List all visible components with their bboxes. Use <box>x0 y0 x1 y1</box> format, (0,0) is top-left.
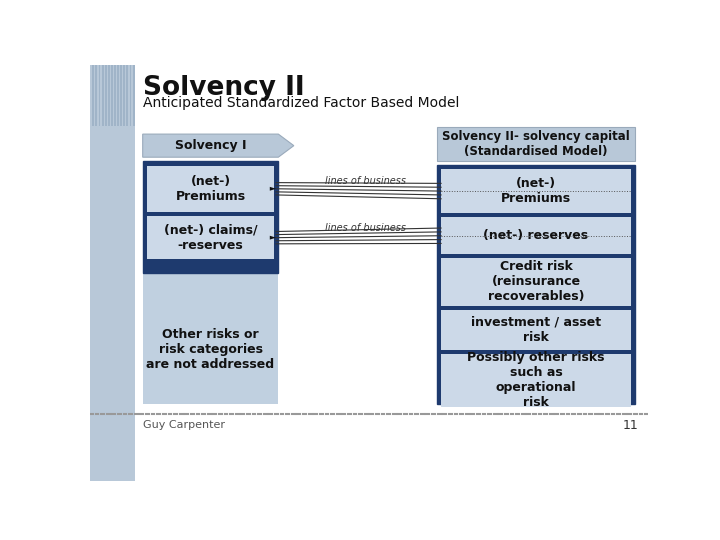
Text: (net-)
Premiums: (net-) Premiums <box>501 177 571 205</box>
Polygon shape <box>143 134 294 157</box>
Bar <box>104 65 107 126</box>
Text: lines of business: lines of business <box>325 223 405 233</box>
Text: investment / asset
risk: investment / asset risk <box>471 316 601 343</box>
Bar <box>437 127 635 161</box>
Text: lines of business: lines of business <box>325 176 405 186</box>
Text: Anticipated Standardized Factor Based Model: Anticipated Standardized Factor Based Mo… <box>143 96 459 110</box>
Bar <box>123 65 125 126</box>
Text: (net-) reserves: (net-) reserves <box>483 230 588 242</box>
Bar <box>132 65 135 126</box>
Text: (net-) claims/
-reserves: (net-) claims/ -reserves <box>163 224 257 252</box>
Bar <box>441 168 631 213</box>
Text: Other risks or
risk categories
are not addressed: Other risks or risk categories are not a… <box>146 328 274 371</box>
Bar <box>90 65 135 481</box>
Bar <box>143 161 279 273</box>
Text: Possibly other risks
such as
operational
risk: Possibly other risks such as operational… <box>467 352 605 409</box>
Text: Solvency I: Solvency I <box>175 139 246 152</box>
Text: Solvency II- solvency capital
(Standardised Model): Solvency II- solvency capital (Standardi… <box>442 130 630 158</box>
Polygon shape <box>270 236 276 240</box>
Bar <box>102 65 104 126</box>
Text: Guy Carpenter: Guy Carpenter <box>143 420 225 430</box>
Text: Credit risk
(reinsurance
recoverables): Credit risk (reinsurance recoverables) <box>487 260 584 303</box>
Bar <box>441 217 631 254</box>
Bar <box>117 65 119 126</box>
Polygon shape <box>270 187 276 191</box>
Bar <box>130 65 132 126</box>
Bar <box>111 65 113 126</box>
Bar <box>441 258 631 306</box>
Bar <box>92 65 94 126</box>
Bar <box>96 65 97 126</box>
Text: (net-)
Premiums: (net-) Premiums <box>176 175 246 203</box>
Bar <box>114 65 116 126</box>
Bar <box>99 65 101 126</box>
Text: 11: 11 <box>623 418 639 431</box>
Bar <box>108 65 109 126</box>
Bar <box>441 354 631 408</box>
Bar <box>143 273 279 403</box>
Bar <box>148 217 274 259</box>
Bar <box>148 166 274 212</box>
Bar <box>441 309 631 350</box>
Bar <box>127 65 128 126</box>
Text: Solvency II: Solvency II <box>143 75 305 101</box>
Bar <box>437 165 635 403</box>
Bar <box>120 65 122 126</box>
